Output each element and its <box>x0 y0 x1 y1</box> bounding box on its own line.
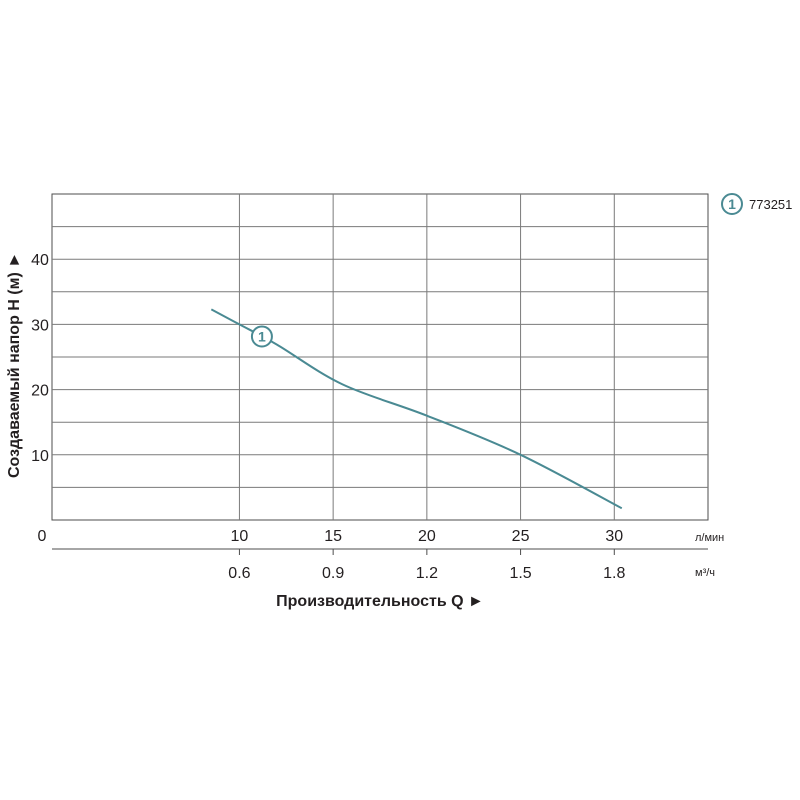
x-tick-label: 20 <box>418 528 436 545</box>
x2-tick-label: 0.9 <box>322 565 344 582</box>
grid <box>51 193 709 555</box>
legend-badge <box>721 193 743 215</box>
x-secondary-unit: м³/ч <box>695 567 715 579</box>
x-tick-label: 15 <box>324 528 342 545</box>
legend-badge-number: 1 <box>728 196 736 212</box>
y-tick-label: 20 <box>31 383 49 400</box>
x2-tick-label: 0.6 <box>228 565 250 582</box>
y-tick-label: 40 <box>31 252 49 269</box>
y-axis-title: Создаваемый напор H (м) ► <box>6 252 23 478</box>
x-tick-label: 25 <box>512 528 530 545</box>
x2-tick-label: 1.2 <box>416 565 438 582</box>
x-tick-label: 30 <box>605 528 623 545</box>
x-axis-title: Производительность Q ► <box>276 593 484 610</box>
x-primary-unit: л/мин <box>695 532 724 544</box>
legend: 1 773251 <box>721 193 792 215</box>
series-layer: 1 <box>210 308 623 510</box>
y-ticks: 10 20 30 40 <box>31 252 49 465</box>
x-secondary-ticks: 0.6 0.9 1.2 1.5 1.8 <box>228 565 625 582</box>
x-tick-label: 10 <box>231 528 249 545</box>
series-badge-number: 1 <box>258 329 266 345</box>
legend-label: 773251 <box>749 197 792 212</box>
y-tick-label: 30 <box>31 317 49 334</box>
x2-tick-label: 1.5 <box>509 565 531 582</box>
x2-tick-label: 1.8 <box>603 565 625 582</box>
y-tick-label: 10 <box>31 448 49 465</box>
x-primary-ticks: 10 15 20 25 30 <box>231 528 624 545</box>
series-line <box>210 308 623 510</box>
series-badge <box>250 325 273 348</box>
x-origin-label: 0 <box>38 528 47 545</box>
